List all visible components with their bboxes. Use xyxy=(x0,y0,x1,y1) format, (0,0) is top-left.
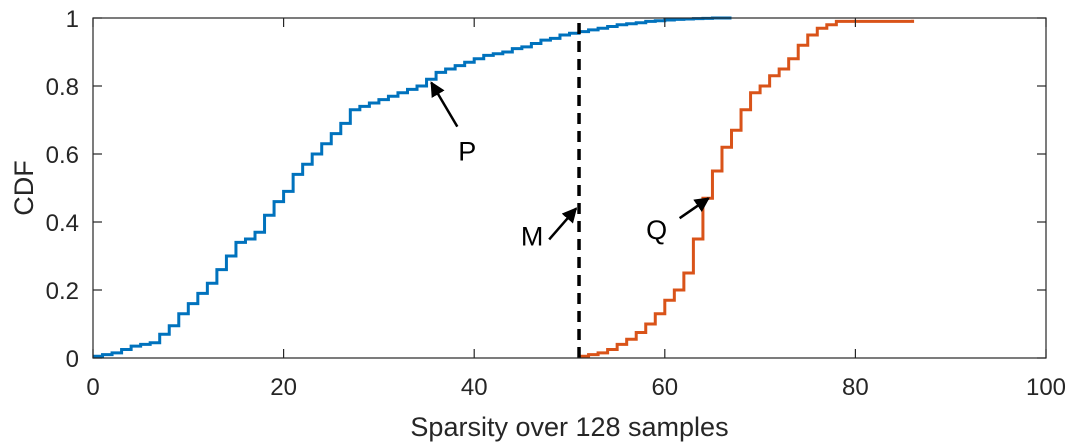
x-tick-label: 40 xyxy=(461,374,488,401)
x-tick-label: 20 xyxy=(270,374,297,401)
x-tick-label: 100 xyxy=(1026,374,1066,401)
y-tick-label: 1 xyxy=(66,6,79,33)
annotation-label-p: P xyxy=(458,137,476,167)
annotation-arrow-q xyxy=(678,197,710,220)
x-axis-label: Sparsity over 128 samples xyxy=(410,412,728,442)
annotation-layer: P M Q xyxy=(430,81,710,251)
y-axis-label: CDF xyxy=(9,160,39,216)
y-tick-label: 0.2 xyxy=(46,278,79,305)
y-tick-label: 0 xyxy=(66,346,79,373)
axes-frame xyxy=(92,17,1047,359)
y-tick-label: 0.6 xyxy=(46,142,79,169)
series-line-q xyxy=(579,19,915,358)
y-tick-label: 0.8 xyxy=(46,74,79,101)
axes-layer: 0 20 40 60 80 100 0 0.2 0.4 0.6 0.8 1 xyxy=(46,6,1066,401)
x-tick-label: 80 xyxy=(842,374,869,401)
annotation-label-m: M xyxy=(521,221,544,251)
plot-background xyxy=(93,18,1046,358)
annotation-label-q: Q xyxy=(646,215,667,245)
x-tick-label: 0 xyxy=(86,374,99,401)
series-layer xyxy=(93,16,915,358)
y-tick-label: 0.4 xyxy=(46,210,79,237)
plot-area xyxy=(93,18,1046,358)
annotation-arrow-m xyxy=(548,207,578,241)
series-line-p xyxy=(93,16,732,358)
x-tick-label: 60 xyxy=(651,374,678,401)
annotation-arrow-p xyxy=(430,81,459,128)
